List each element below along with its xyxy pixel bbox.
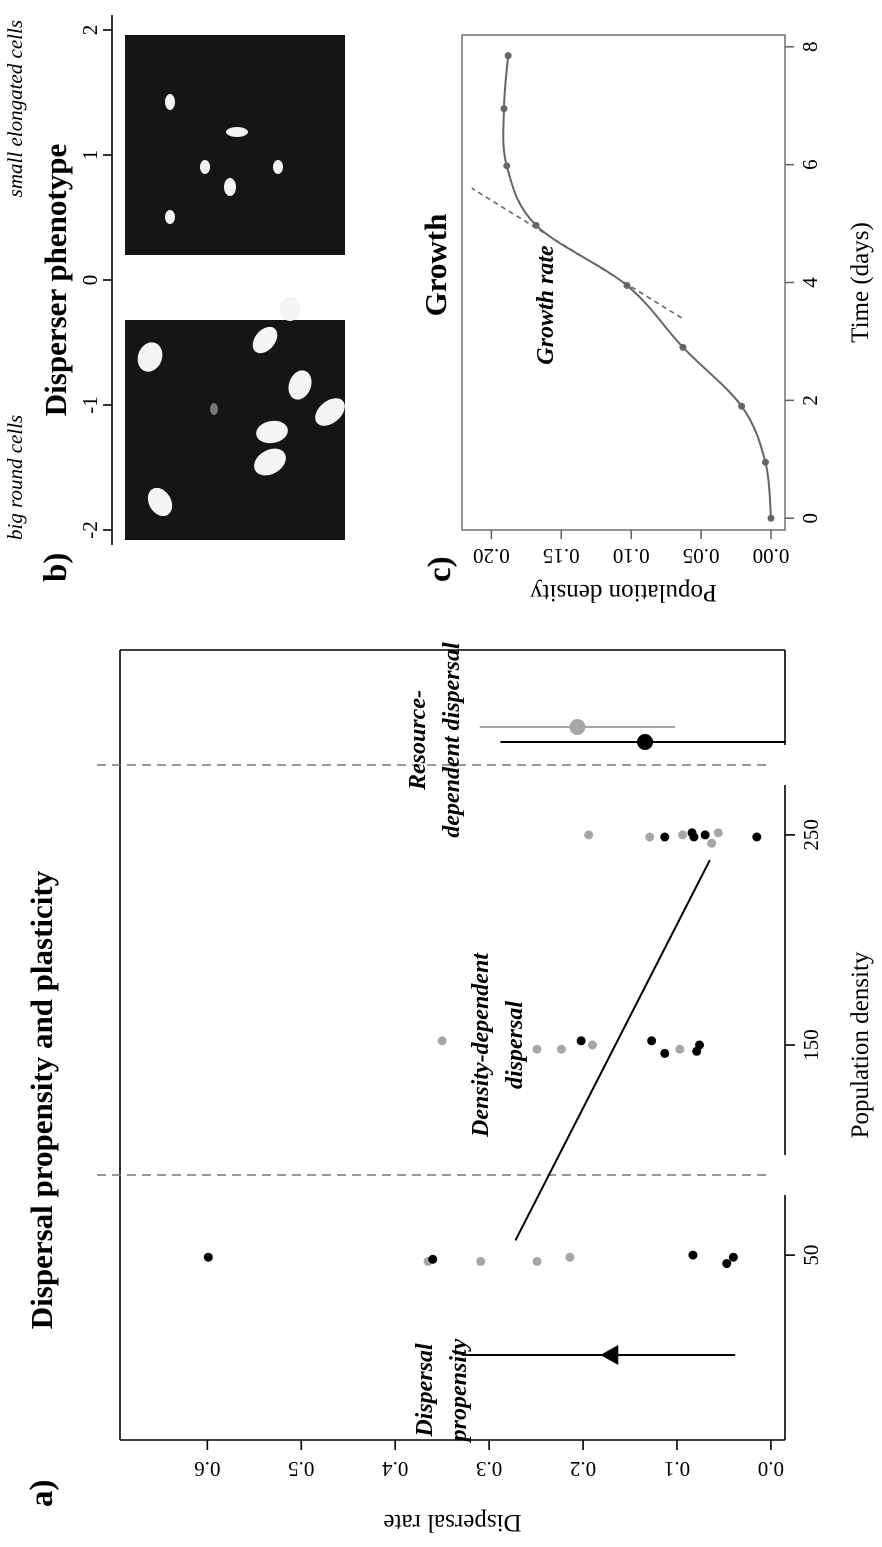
data-point (660, 1048, 670, 1058)
x-axis-label: Population density (847, 951, 874, 1138)
y-tick-label: 0.3 (476, 1457, 502, 1481)
y-axis-label: Population density (530, 579, 717, 606)
y-tick-label: 0.1 (664, 1457, 690, 1481)
x-tick-label: 150 (799, 1029, 823, 1061)
annotation: Dispersal (412, 1343, 438, 1438)
x-tick-label: 0 (798, 513, 822, 524)
axis-end-label: small elongated cells (3, 20, 27, 197)
y-axis-label: Dispersal rate (383, 1509, 521, 1536)
data-point (679, 343, 687, 351)
x-tick-label: 0 (78, 275, 102, 286)
data-point (437, 1036, 447, 1046)
figure-rotated: a) Dispersal propensity and plasticity 0.0… (3, 15, 874, 1536)
annotation: Growth rate (533, 245, 559, 365)
x-tick-label: 50 (799, 1245, 823, 1266)
annotation: propensity (446, 1338, 472, 1443)
data-point (713, 828, 723, 838)
data-point (587, 1040, 597, 1050)
annotation: dependent dispersal (439, 642, 465, 838)
annotation: dispersal (502, 1001, 528, 1089)
photo-round-cells (125, 320, 345, 540)
x-tick-label: -1 (78, 396, 102, 414)
data-point (688, 1250, 698, 1260)
y-tick-label: 0.05 (683, 544, 720, 568)
data-point (722, 1259, 732, 1269)
data-point (576, 1036, 586, 1046)
data-point (647, 1036, 657, 1046)
x-tick-label: 6 (798, 159, 822, 170)
x-tick-label: 8 (798, 42, 822, 53)
x-tick-label: 2 (798, 395, 822, 406)
round-cells (137, 297, 345, 517)
y-tick-label: 0.6 (194, 1457, 220, 1481)
x-tick-label: 1 (78, 150, 102, 161)
mean-marker (637, 734, 654, 750)
data-point (707, 838, 717, 848)
data-point (660, 832, 670, 842)
data-point (503, 162, 511, 170)
chart-title: Growth (418, 214, 453, 317)
y-tick-label: 0.2 (570, 1457, 596, 1481)
data-point (700, 830, 710, 840)
annotation: Density-dependent (468, 952, 494, 1138)
mean-marker (600, 1345, 619, 1365)
data-point (428, 1254, 438, 1264)
elongated-cells (165, 94, 283, 224)
y-tick-label: 0.0 (758, 1457, 784, 1481)
data-point (532, 1256, 542, 1266)
data-point (584, 830, 594, 840)
data-point (689, 832, 699, 842)
mean-marker (569, 719, 586, 735)
x-tick-label: 2 (78, 25, 102, 36)
data-point (728, 1252, 738, 1262)
x-axis-label: Time (days) (847, 222, 874, 343)
data-point (645, 832, 655, 842)
data-point (761, 458, 769, 466)
data-point (504, 52, 512, 60)
panel-label: c) (422, 556, 458, 582)
data-point (565, 1252, 575, 1262)
y-tick-label: 0.10 (613, 544, 650, 568)
data-point (752, 832, 762, 842)
axis-end-label: big round cells (3, 415, 27, 540)
data-point (556, 1044, 566, 1054)
fit-line (514, 859, 711, 1241)
data-point (695, 1040, 705, 1050)
data-point (203, 1252, 213, 1262)
y-tick-label: 0.5 (288, 1457, 314, 1481)
data-point (738, 402, 746, 410)
data-point (675, 1044, 685, 1054)
y-tick-label: 0.00 (753, 544, 790, 568)
annotation: Resource- (405, 690, 431, 791)
photo-elongated-cells (125, 35, 345, 255)
chart-title: Dispersal propensity and plasticity (24, 870, 59, 1329)
panel-label: b) (38, 553, 74, 582)
x-tick-label: -2 (78, 521, 102, 539)
x-tick-label: 250 (799, 819, 823, 851)
data-point (767, 514, 775, 522)
y-tick-label: 0.15 (543, 544, 580, 568)
data-point (678, 830, 688, 840)
data-point (532, 1044, 542, 1054)
chart-title: Disperser phenotype (38, 144, 73, 416)
panel-label: a) (24, 1480, 60, 1508)
x-tick-label: 4 (798, 277, 822, 288)
data-point (500, 105, 508, 113)
data-point (476, 1256, 486, 1266)
y-tick-label: 0.4 (382, 1457, 409, 1481)
y-tick-label: 0.20 (473, 544, 510, 568)
